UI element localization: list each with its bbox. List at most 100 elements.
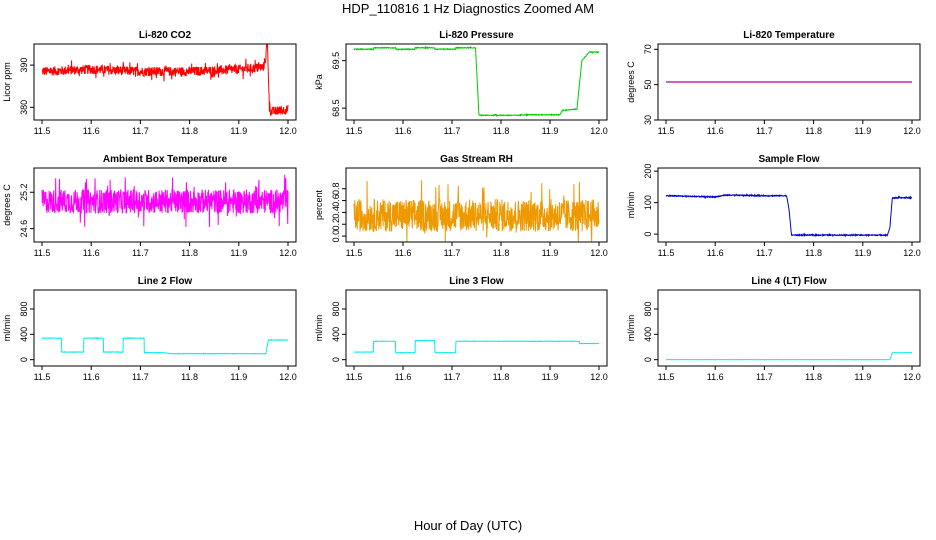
plot-frame	[345, 289, 608, 367]
x-tick-label: 11.7	[756, 248, 773, 258]
x-tick-label: 12.0	[279, 126, 297, 136]
y-tick-label: 800	[331, 301, 341, 316]
x-tick-label: 12.0	[903, 126, 921, 136]
y-tick-label: 70	[643, 44, 653, 54]
x-tick-label: 11.5	[34, 248, 51, 258]
x-tick-label: 11.9	[854, 372, 871, 382]
series-line	[41, 174, 289, 228]
y-tick-label: 400	[331, 327, 341, 342]
x-tick-label: 12.0	[279, 248, 297, 258]
panel-gas-stream-rh: Gas Stream RH percent 11.5 11.6 11.7 11.8 11.9…	[314, 154, 608, 258]
x-tick-label: 12.0	[279, 372, 297, 382]
x-tick-label: 11.9	[230, 248, 247, 258]
x-tick-label: 11.5	[346, 372, 363, 382]
y-tick-label: 0	[331, 357, 341, 362]
x-tick-label: 11.5	[346, 126, 363, 136]
x-tick-label: 11.8	[493, 372, 510, 382]
y-tick-label: 400	[19, 327, 29, 342]
panel-line-4-lt-flow: Line 4 (LT) Flow ml/min 11.5 11.6 11.7 11.8 11…	[626, 276, 921, 382]
x-tick-label: 11.9	[854, 248, 871, 258]
plot-frame	[657, 289, 921, 367]
series-line	[41, 43, 289, 116]
x-tick-label: 11.6	[83, 126, 100, 136]
y-tick-label: 0	[643, 357, 653, 362]
plot-frame	[33, 43, 297, 121]
x-tick-label: 11.6	[707, 126, 724, 136]
series-line	[665, 193, 913, 238]
y-tick-label: 25.2	[19, 183, 29, 201]
x-tick-label: 11.5	[346, 248, 363, 258]
panel-title: Li-820 Temperature	[743, 30, 835, 41]
x-tick-label: 11.8	[181, 126, 198, 136]
plot-frame	[345, 43, 608, 121]
x-tick-label: 11.9	[542, 126, 559, 136]
plot-frame	[657, 43, 921, 121]
y-tick-label: 380	[19, 100, 29, 115]
panel-title: Li-820 CO2	[139, 30, 192, 41]
panel-title: Line 3 Flow	[449, 276, 504, 287]
y-tick-label: 400	[643, 327, 653, 342]
x-tick-label: 11.5	[34, 126, 51, 136]
x-tick-label: 11.6	[707, 372, 724, 382]
page-title: HDP_110816 1 Hz Diagnostics Zoomed AM	[342, 1, 594, 16]
panel-li-820-temperature: Li-820 Temperature degrees C 11.5 11.6 11.7 1…	[626, 30, 921, 136]
x-tick-label: 11.6	[395, 126, 412, 136]
y-tick-label: 200	[643, 164, 653, 179]
x-tick-label: 11.9	[542, 248, 559, 258]
panel-li-820-pressure: Li-820 Pressure kPa 11.5 11.6 11.7 11.8 11.9 12…	[314, 30, 608, 136]
panel-title: Li-820 Pressure	[439, 30, 514, 41]
panel-title: Gas Stream RH	[440, 154, 513, 165]
panel-ambient-box-temperature: Ambient Box Temperature degrees C 11.5 11.6…	[2, 154, 297, 258]
panel-li-820-co2: Li-820 CO2 Licor ppm 11.5 11.6 11.7 11.8 11.9 1…	[2, 30, 297, 136]
series-line	[353, 180, 600, 243]
series-line	[353, 339, 600, 354]
x-tick-label: 11.7	[132, 372, 149, 382]
x-tick-label: 12.0	[903, 248, 921, 258]
x-tick-label: 11.8	[181, 372, 198, 382]
x-tick-label: 11.9	[542, 372, 559, 382]
x-tick-label: 12.0	[590, 372, 608, 382]
x-tick-label: 11.8	[805, 372, 822, 382]
x-tick-label: 11.6	[707, 248, 724, 258]
panel-title: Line 4 (LT) Flow	[751, 276, 827, 287]
x-tick-label: 11.5	[658, 248, 675, 258]
x-tick-label: 11.9	[854, 126, 871, 136]
plot-frame	[657, 167, 921, 243]
series-line	[666, 352, 913, 361]
y-tick-label: 50	[643, 80, 653, 90]
y-axis-label: kPa	[314, 74, 324, 90]
y-axis-label: percent	[314, 189, 324, 220]
x-tick-label: 11.8	[493, 126, 510, 136]
y-tick-label: 24.6	[19, 220, 29, 238]
x-tick-label: 11.7	[132, 248, 149, 258]
series-line	[41, 337, 289, 356]
y-tick-label: 0.4	[331, 206, 341, 219]
panel-title: Sample Flow	[758, 154, 819, 165]
y-axis-label: degrees C	[626, 61, 636, 103]
x-tick-label: 11.7	[444, 372, 461, 382]
x-tick-label: 11.6	[395, 372, 412, 382]
y-tick-label: 69.5	[331, 52, 341, 70]
y-tick-label: 800	[643, 301, 653, 316]
plot-frame	[345, 167, 608, 243]
x-tick-label: 11.5	[658, 126, 675, 136]
x-tick-label: 11.8	[181, 248, 198, 258]
x-tick-label: 11.9	[230, 126, 247, 136]
x-tick-label: 11.7	[444, 248, 461, 258]
x-tick-label: 11.5	[34, 372, 51, 382]
x-tick-label: 11.5	[658, 372, 675, 382]
x-axis-label: Hour of Day (UTC)	[413, 518, 523, 533]
y-tick-label: 0.8	[331, 182, 341, 195]
x-tick-label: 11.7	[132, 126, 149, 136]
y-tick-label: 390	[19, 58, 29, 73]
y-tick-label: 800	[19, 301, 29, 316]
y-tick-label: 0.2	[331, 218, 341, 231]
x-tick-label: 11.6	[83, 372, 100, 382]
panel-sample-flow: Sample Flow ml/min 11.5 11.6 11.7 11.8 11.9 12.…	[626, 154, 921, 258]
x-tick-label: 12.0	[590, 126, 608, 136]
x-tick-label: 11.7	[444, 126, 461, 136]
x-tick-label: 11.6	[83, 248, 100, 258]
y-axis-label: ml/min	[626, 192, 636, 219]
panel-title: Ambient Box Temperature	[103, 154, 228, 165]
